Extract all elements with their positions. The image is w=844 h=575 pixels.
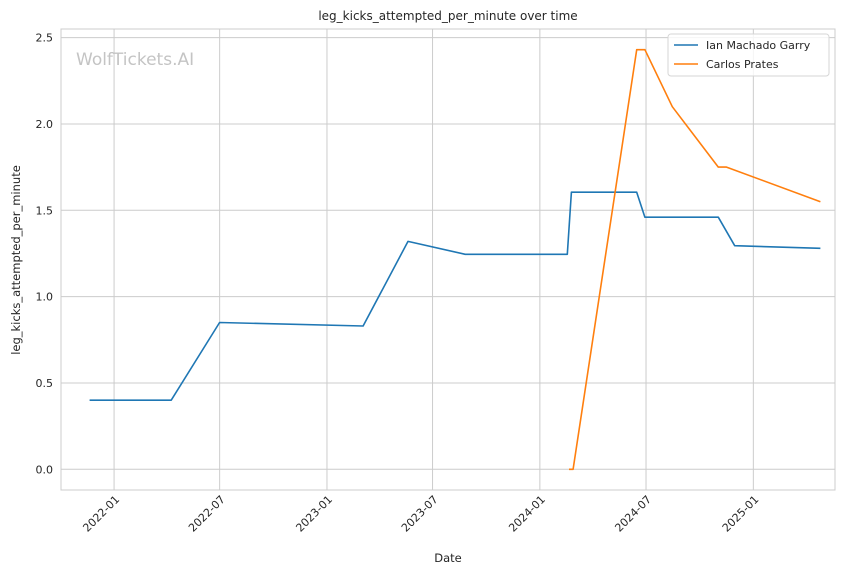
y-axis-title: leg_kicks_attempted_per_minute bbox=[9, 165, 23, 355]
y-tick-label: 2.5 bbox=[36, 32, 54, 45]
legend-label-carlos-prates: Carlos Prates bbox=[706, 58, 779, 71]
x-tick-label: 2023-01 bbox=[293, 493, 335, 535]
y-tick-label: 2.0 bbox=[36, 118, 54, 131]
x-tick-label: 2022-01 bbox=[81, 493, 123, 535]
grid-lines bbox=[61, 29, 835, 490]
plot-area bbox=[60, 28, 836, 491]
x-tick-label: 2023-07 bbox=[399, 493, 441, 535]
chart-title: leg_kicks_attempted_per_minute over time bbox=[318, 9, 577, 23]
series-lines bbox=[89, 48, 821, 471]
x-tick-label: 2025-01 bbox=[720, 493, 762, 535]
legend-box bbox=[667, 33, 830, 77]
series-line-carlos-prates bbox=[569, 48, 821, 471]
legend-label-ian-machado-garry: Ian Machado Garry bbox=[706, 39, 811, 52]
y-tick-label: 0.5 bbox=[36, 377, 54, 390]
y-tick-label: 1.5 bbox=[36, 204, 54, 217]
x-tick-label: 2022-07 bbox=[186, 493, 228, 535]
x-tick-label: 2024-07 bbox=[612, 493, 654, 535]
watermark: WolfTickets.AI bbox=[76, 50, 194, 70]
y-tick-label: 0.0 bbox=[36, 463, 54, 476]
x-axis-title: Date bbox=[434, 551, 462, 565]
series-line-ian-machado-garry bbox=[89, 191, 821, 402]
x-tick-label: 2024-01 bbox=[506, 493, 548, 535]
legend: Ian Machado Garry Carlos Prates bbox=[667, 33, 830, 77]
y-tick-label: 1.0 bbox=[36, 291, 54, 304]
